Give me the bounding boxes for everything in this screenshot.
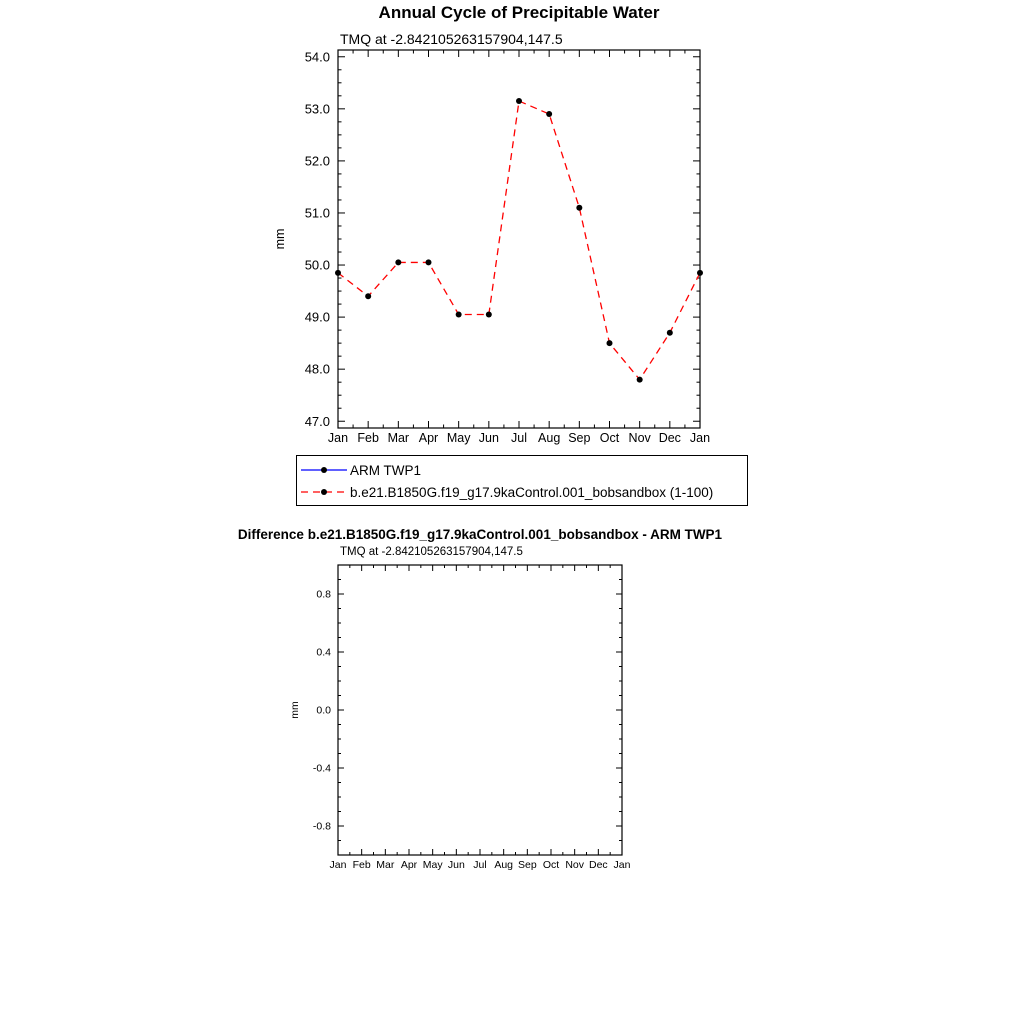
x-tick-label: Jul [473, 859, 486, 871]
x-tick-label: Aug [538, 431, 560, 445]
x-tick-label: Sep [518, 859, 537, 871]
legend-item-arm-twp1: ARM TWP1 [300, 459, 747, 481]
x-tick-label: Jan [330, 859, 347, 871]
y-tick-label: 54.0 [305, 49, 330, 64]
x-tick-label: Dec [659, 431, 681, 445]
x-tick-label: Aug [494, 859, 513, 871]
annual-cycle-title: Annual Cycle of Precipitable Water [378, 3, 660, 22]
legend-label-model: b.e21.B1850G.f19_g17.9kaControl.001_bobs… [350, 484, 714, 500]
data-point-marker [425, 259, 432, 266]
legend-label-arm-twp1: ARM TWP1 [350, 462, 422, 478]
x-tick-label: Jul [511, 431, 527, 445]
x-tick-label: Nov [629, 431, 652, 445]
data-point-marker [606, 340, 613, 347]
y-tick-label: 48.0 [305, 362, 330, 377]
x-tick-label: Apr [419, 431, 438, 445]
x-tick-label: Jan [328, 431, 348, 445]
difference-title: Difference b.e21.B1850G.f19_g17.9kaContr… [237, 527, 723, 542]
y-tick-label: 49.0 [305, 310, 330, 325]
x-tick-label: Jun [479, 431, 499, 445]
legend-item-model: b.e21.B1850G.f19_g17.9kaControl.001_bobs… [300, 481, 747, 503]
x-tick-label: Nov [565, 859, 584, 871]
x-tick-label: Oct [543, 859, 559, 871]
y-tick-label: 51.0 [305, 206, 330, 221]
data-point-marker [576, 204, 583, 211]
y-tick-label: 0.4 [316, 647, 331, 659]
x-tick-label: Apr [401, 859, 418, 871]
x-tick-label: May [447, 431, 471, 445]
data-point-marker [455, 311, 462, 318]
annual-cycle-subtitle: TMQ at -2.842105263157904,147.5 [340, 31, 563, 47]
data-point-marker [395, 259, 402, 266]
y-tick-label: -0.4 [313, 763, 331, 775]
difference-plot: Jan Feb Mar Apr May Jun Jul Aug Sep Oct Nov Dec Jan -… [313, 564, 631, 871]
data-point-marker [546, 111, 553, 118]
x-tick-label: Oct [600, 431, 620, 445]
x-tick-label: Jun [448, 859, 465, 871]
data-point-marker [335, 269, 341, 276]
data-point-marker [666, 329, 673, 336]
x-tick-label: Sep [568, 431, 590, 445]
y-tick-label: 47.0 [305, 414, 330, 429]
data-point-marker [697, 269, 703, 276]
series-line [337, 100, 701, 381]
x-tick-label: Jan [690, 431, 710, 445]
model-line-sample-icon [301, 489, 347, 495]
y-tick-label: 50.0 [305, 258, 330, 273]
y-tick-label: 53.0 [305, 101, 330, 116]
difference-subtitle: TMQ at -2.842105263157904,147.5 [340, 546, 523, 558]
x-tick-label: Feb [357, 431, 379, 445]
data-point-marker [636, 376, 643, 383]
y-tick-label: -0.8 [313, 821, 331, 833]
annual-cycle-plot: Jan Feb Mar Apr May Jun Jul Aug Sep Oct Nov Dec Jan 4… [305, 49, 710, 445]
x-tick-label: Mar [388, 431, 410, 445]
x-tick-label: May [423, 859, 444, 871]
data-point-marker [365, 293, 372, 300]
x-tick-label: Mar [376, 859, 395, 871]
y-tick-label: 52.0 [305, 153, 330, 168]
data-point-marker [485, 311, 492, 318]
x-tick-label: Jan [614, 859, 631, 871]
y-tick-label: 0.0 [316, 705, 331, 717]
data-point-marker [516, 98, 522, 105]
y-tick-label: 0.8 [316, 589, 331, 601]
x-tick-label: Feb [353, 859, 371, 871]
arm-twp1-line-sample-icon [301, 467, 347, 473]
legend-box: ARM TWP1 b.e21.B1850G.f19_g17.9kaControl… [296, 455, 748, 506]
x-tick-label: Dec [589, 859, 608, 871]
